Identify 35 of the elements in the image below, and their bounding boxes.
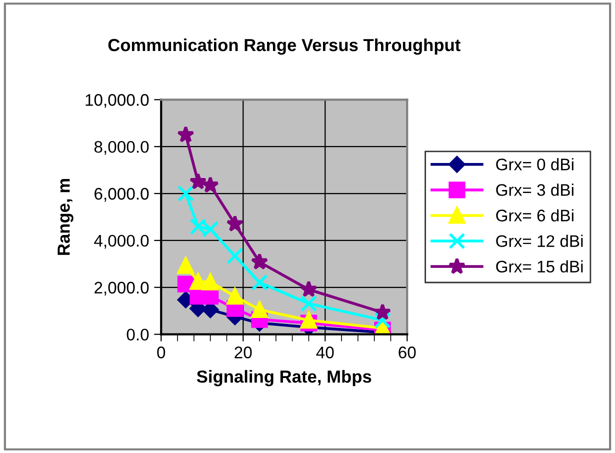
y-tick-label: 2,000.0: [94, 282, 149, 296]
chart-title: Communication Range Versus Throughput: [108, 38, 460, 55]
legend-label: Grx= 3 dBi: [496, 184, 574, 196]
y-tick-label: 10,000.0: [86, 94, 149, 108]
legend-label: Grx= 0 dBi: [496, 158, 574, 170]
legend-label: Grx= 6 dBi: [496, 209, 574, 222]
point: [226, 248, 244, 264]
point: [177, 185, 194, 202]
y-tick-label: 8,000.0: [94, 140, 149, 155]
point: [202, 176, 219, 193]
y-axis-title: Range, m: [58, 178, 74, 255]
x-tick-label: 0: [157, 346, 166, 358]
point: [300, 312, 318, 329]
point: [226, 214, 244, 232]
point: [202, 274, 219, 290]
legend-label: Grx= 12 dBi: [496, 234, 583, 247]
legend-label: Grx= 15 dBi: [496, 260, 583, 273]
point: [374, 303, 392, 320]
point: [226, 288, 244, 305]
point: [300, 295, 318, 312]
point: [177, 126, 194, 142]
y-tick-label: 0.0: [126, 328, 149, 341]
x-tick-label: 20: [234, 346, 252, 358]
y-tick-label: 6,000.0: [94, 188, 149, 202]
point: [251, 274, 268, 291]
x-tick-label: 40: [316, 346, 334, 358]
point: [177, 257, 194, 274]
x-axis-title: Signaling Rate, Mbps: [196, 370, 372, 386]
point: [190, 273, 206, 290]
point: [251, 301, 268, 318]
x-tick-label: 60: [398, 346, 416, 358]
y-tick-label: 4,000.0: [94, 234, 149, 249]
point: [189, 172, 207, 190]
point: [300, 280, 318, 298]
point: [250, 253, 268, 270]
